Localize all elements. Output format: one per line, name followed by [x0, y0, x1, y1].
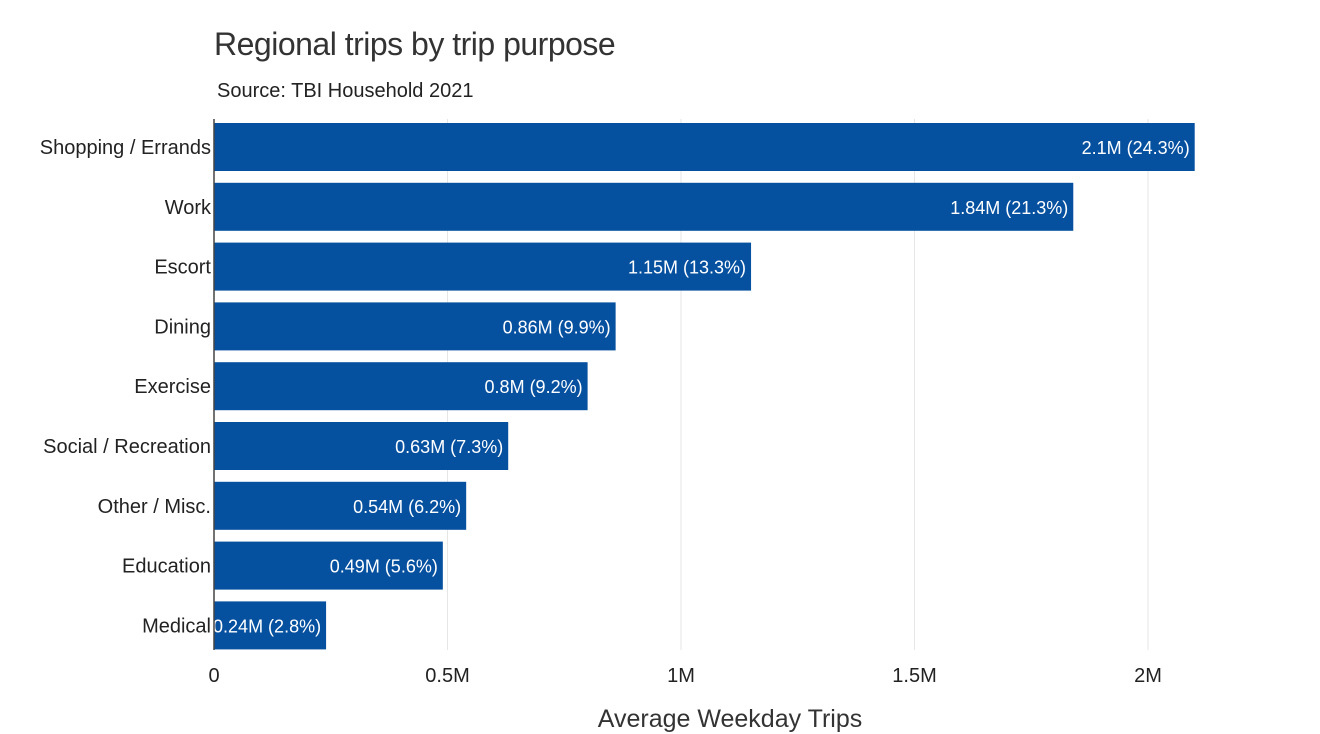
x-tick-label: 0	[208, 665, 219, 687]
category-label: Work	[165, 197, 212, 219]
bar	[214, 541, 443, 590]
category-label: Escort	[154, 257, 211, 279]
category-label: Social / Recreation	[43, 436, 211, 458]
value-label: 0.49M (5.6%)	[330, 557, 438, 577]
bar	[214, 123, 1195, 171]
bars: 2.1M (24.3%) 1.84M (21.3%) 1.15M (13.3%) 0.…	[213, 123, 1195, 650]
category-labels: Shopping / Errands Work Escort Dining Exerci…	[40, 137, 212, 637]
chart-title: Regional trips by trip purpose	[214, 26, 616, 62]
bar	[214, 601, 327, 650]
bar	[214, 362, 588, 411]
category-label: Dining	[154, 316, 211, 338]
category-label: Medical	[142, 615, 211, 637]
category-label: Other / Misc.	[98, 496, 211, 518]
x-tick-labels: 0 0.5M 1M 1.5M 2M	[208, 665, 1161, 687]
value-label: 0.63M (7.3%)	[395, 437, 503, 457]
value-label: 2.1M (24.3%)	[1082, 138, 1190, 158]
bar	[214, 481, 467, 530]
bar	[214, 182, 1074, 231]
value-label: 0.8M (9.2%)	[485, 377, 583, 397]
x-tick-label: 1.5M	[892, 665, 936, 687]
bar	[214, 242, 752, 291]
x-tick-label: 0.5M	[425, 665, 469, 687]
x-tick-label: 2M	[1134, 665, 1162, 687]
value-label: 0.24M (2.8%)	[213, 616, 321, 636]
x-tick-label: 1M	[667, 665, 695, 687]
value-label: 0.54M (6.2%)	[353, 497, 461, 517]
value-label: 1.84M (21.3%)	[950, 198, 1068, 218]
bar	[214, 302, 616, 351]
chart-subtitle: Source: TBI Household 2021	[217, 80, 474, 102]
category-label: Shopping / Errands	[40, 137, 211, 159]
value-label: 1.15M (13.3%)	[628, 258, 746, 278]
category-label: Exercise	[134, 376, 211, 398]
x-axis-title: Average Weekday Trips	[598, 705, 863, 733]
value-label: 0.86M (9.9%)	[503, 317, 611, 337]
bar	[214, 422, 509, 470]
category-label: Education	[122, 556, 211, 578]
